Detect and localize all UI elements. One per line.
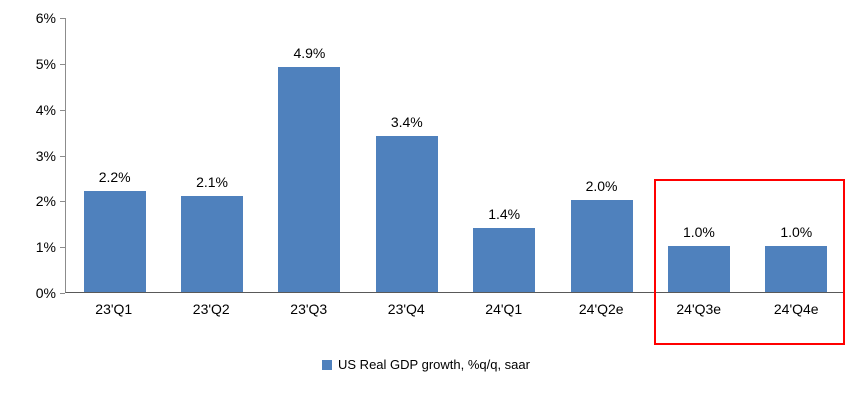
bar-value-label: 2.2% bbox=[98, 169, 131, 186]
bar-value-label: 4.9% bbox=[293, 45, 326, 62]
x-axis-label: 23'Q3 bbox=[290, 301, 328, 317]
y-axis-tick bbox=[60, 293, 65, 294]
bar bbox=[667, 246, 730, 292]
y-axis-label: 1% bbox=[35, 239, 56, 256]
bar-slot: 2.2% bbox=[66, 18, 163, 292]
bar bbox=[473, 227, 536, 292]
legend: US Real GDP growth, %q/q, saar bbox=[0, 357, 852, 372]
legend-marker bbox=[322, 359, 333, 370]
y-axis-tick bbox=[60, 201, 65, 203]
bar-slot: 1.0% bbox=[650, 18, 747, 292]
bar-slot: 1.4% bbox=[456, 18, 553, 292]
y-axis-label: 5% bbox=[35, 55, 56, 72]
bar bbox=[278, 67, 341, 292]
y-axis-tick bbox=[60, 109, 65, 111]
x-axis-label: 24'Q1 bbox=[485, 301, 523, 317]
x-axis-label: 24'Q4e bbox=[773, 301, 819, 317]
bar-value-label: 1.4% bbox=[488, 205, 521, 222]
bar-value-label: 3.4% bbox=[390, 114, 423, 131]
x-axis-label: 24'Q3e bbox=[676, 301, 722, 317]
plot-area: 2.2% 2.1% 4.9% 3.4% 1.4% 2.0% 1.0% 1.0% bbox=[65, 18, 845, 293]
bar-value-label: 2.1% bbox=[196, 173, 229, 190]
bar-value-label: 2.0% bbox=[585, 178, 618, 195]
bar bbox=[765, 246, 828, 292]
legend-label: US Real GDP growth, %q/q, saar bbox=[338, 357, 530, 372]
y-axis-label: 6% bbox=[35, 10, 56, 26]
y-axis-label: 0% bbox=[35, 285, 56, 301]
y-axis-tick bbox=[60, 155, 65, 157]
x-axis-label: 23'Q2 bbox=[192, 301, 230, 317]
x-axis-labels: 23'Q1 23'Q2 23'Q3 23'Q4 24'Q1 24'Q2e 24'Q3e 24'… bbox=[65, 301, 845, 317]
x-axis-label: 23'Q1 bbox=[95, 301, 133, 317]
y-axis-tick bbox=[60, 247, 65, 249]
bar-value-label: 1.0% bbox=[780, 224, 813, 241]
bar-slot: 2.0% bbox=[553, 18, 650, 292]
x-axis-label: 24'Q2e bbox=[578, 301, 624, 317]
y-axis-label: 4% bbox=[35, 101, 56, 118]
bar-slot: 1.0% bbox=[748, 18, 845, 292]
bar bbox=[83, 191, 146, 292]
y-axis-label: 2% bbox=[35, 193, 56, 210]
bar bbox=[181, 195, 244, 292]
bar-slot: 2.1% bbox=[163, 18, 260, 292]
y-axis-label: 3% bbox=[35, 147, 56, 164]
bar bbox=[570, 200, 633, 292]
bar-value-label: 1.0% bbox=[682, 224, 715, 241]
bar-slot: 4.9% bbox=[261, 18, 358, 292]
bar bbox=[375, 136, 438, 292]
x-axis-label: 23'Q4 bbox=[387, 301, 425, 317]
y-axis-tick bbox=[60, 63, 65, 65]
y-axis-tick bbox=[60, 18, 65, 19]
bar-slot: 3.4% bbox=[358, 18, 455, 292]
